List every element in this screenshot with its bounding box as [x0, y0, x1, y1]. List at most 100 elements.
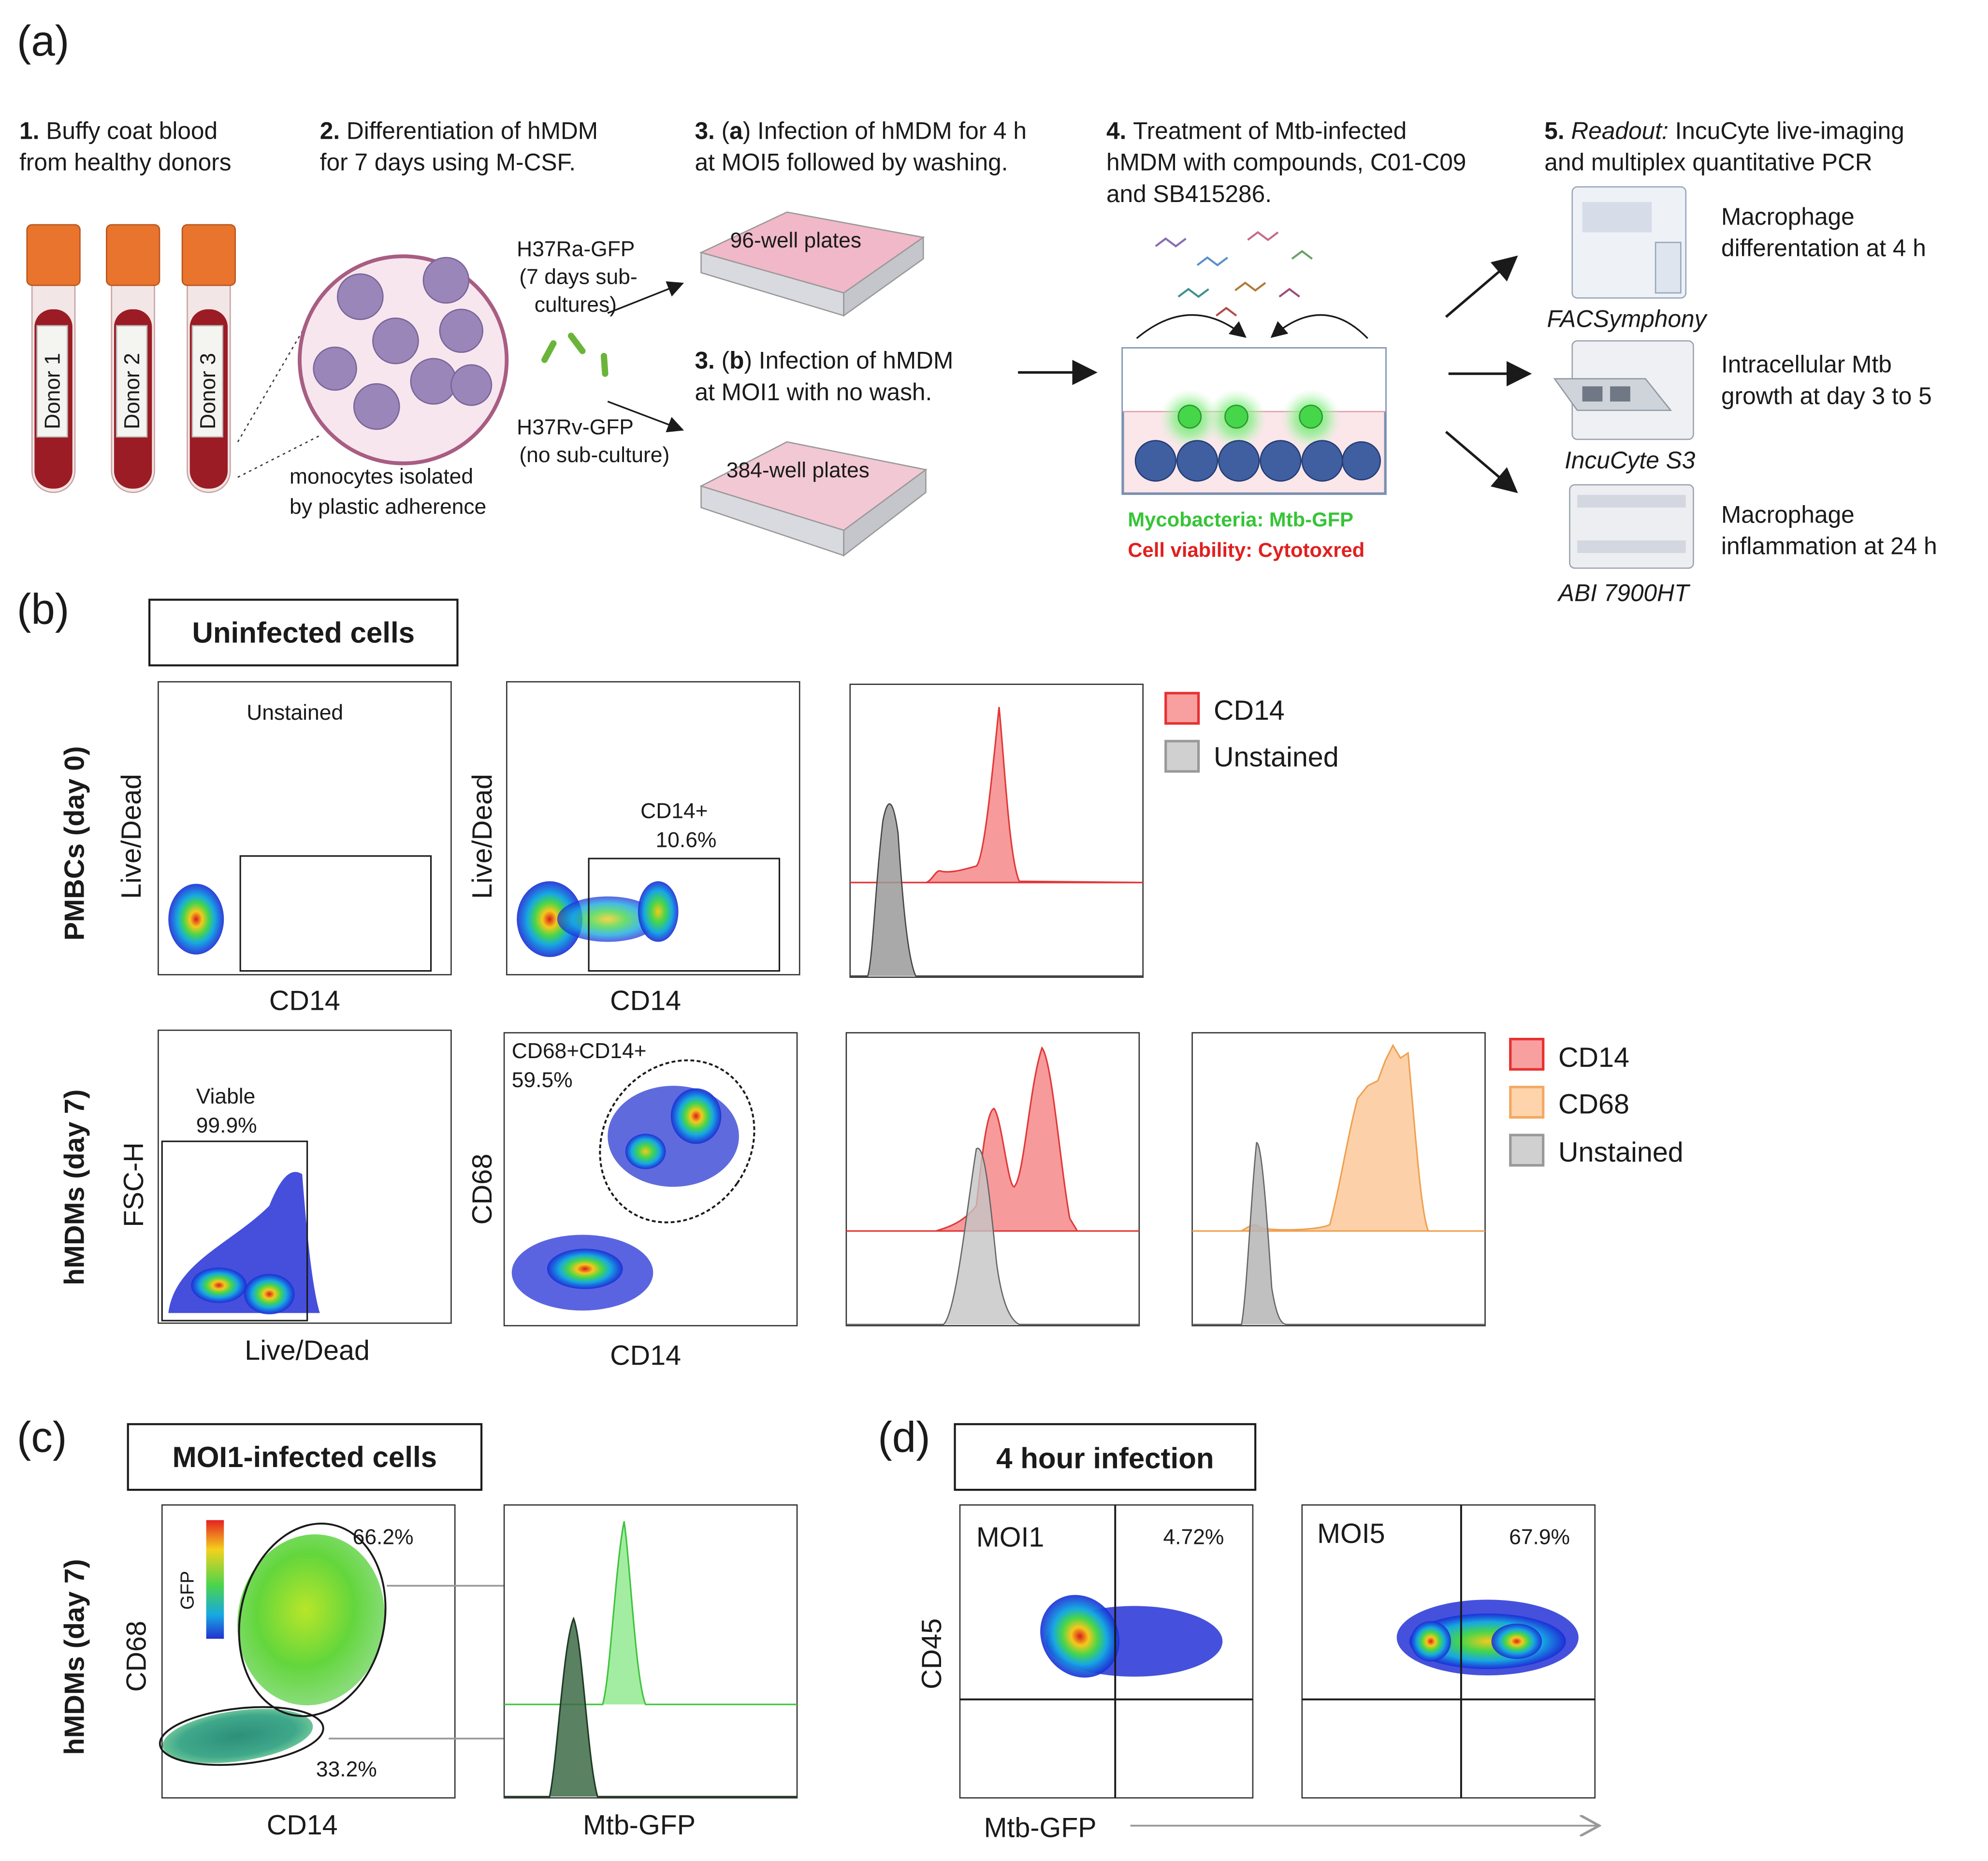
panel-b-label: (b)	[17, 585, 70, 633]
well-legend-green: Mycobacteria: Mtb-GFP	[1128, 508, 1353, 531]
zoom-line-lower	[237, 435, 320, 478]
bacteria-icon	[541, 333, 609, 377]
density-cloud	[1040, 1595, 1120, 1678]
plot-gfp-scatter: GFP 66.2% 33.2% CD68 CD14	[121, 1504, 456, 1841]
step4-line2: hMDM with compounds, C01-C09	[1106, 149, 1466, 176]
legend-cd68: CD68	[1558, 1089, 1629, 1120]
step3a-line1: 3. (a) Infection of hMDM for 4 h	[695, 117, 1027, 144]
gate-box	[239, 855, 432, 972]
legend-cd14: CD14	[1214, 695, 1285, 726]
instrument-1-line1: Macrophage	[1721, 203, 1855, 230]
step5-line2: and multiplex quantitative PCR	[1544, 149, 1872, 176]
quadrant-percent: 4.72%	[1163, 1525, 1224, 1549]
legend-unstained: Unstained	[1214, 741, 1339, 772]
instrument-2-line1: Intracellular Mtb	[1721, 351, 1892, 378]
step4-line3: and SB415286.	[1106, 180, 1272, 207]
legend-swatch-cd14	[1509, 1038, 1545, 1071]
donor-2-label: Donor 2	[120, 353, 144, 429]
gfp-dark-histogram	[504, 1616, 798, 1798]
tube-1: Donor 1	[26, 224, 81, 493]
plot-title: MOI1	[976, 1522, 1044, 1553]
strain-ra-line2: (7 days sub-	[519, 265, 637, 289]
density-peak-left	[1410, 1621, 1451, 1662]
density-cloud-mid	[557, 896, 658, 942]
legend-swatch-unstained	[1509, 1134, 1545, 1167]
strain-ra-line3: cultures)	[535, 293, 617, 317]
step2-caption2: by plastic adherence	[290, 495, 486, 519]
blood-tubes: Donor 1 Donor 2 Donor 3	[26, 224, 236, 493]
panel-d-label: (d)	[878, 1413, 930, 1461]
unstained-histogram	[846, 1148, 1139, 1325]
step2-line2: for 7 days using M-CSF.	[320, 149, 576, 176]
donor-1-label: Donor 1	[41, 353, 65, 429]
instrument-2-line2: growth at day 3 to 5	[1721, 382, 1932, 409]
density-cloud-high-left	[625, 1134, 666, 1169]
step4-line1: 4. Treatment of Mtb-infected	[1106, 117, 1407, 144]
gate-label: Viable	[196, 1085, 256, 1108]
legend-swatch-cd14	[1164, 692, 1200, 725]
instrument-1-line2: differentation at 4 h	[1721, 234, 1926, 262]
strain-ra-line1: H37Ra-GFP	[517, 237, 635, 261]
legend-row2: CD14 CD68 Unstained	[1509, 1038, 1683, 1168]
instrument-3-line2: inflammation at 24 h	[1721, 533, 1937, 560]
donor-3-label: Donor 3	[196, 353, 220, 429]
histogram-x-label: Mtb-GFP	[583, 1810, 696, 1841]
legend-cd14: CD14	[1558, 1042, 1629, 1073]
arrow-to-384	[607, 401, 684, 433]
row1-label: PMBCs (day 0)	[59, 746, 90, 941]
panel-c: (c) MOI1-infected cells hMDMs (day 7) GF…	[17, 1413, 798, 1841]
unstained-histogram	[850, 803, 1143, 977]
cd14-histogram	[850, 707, 1143, 884]
gate-upper-percent: 66.2%	[353, 1525, 414, 1549]
gfp-scale-label: GFP	[177, 1571, 198, 1610]
x-axis-label: Live/Dead	[245, 1335, 370, 1366]
gate-lower	[159, 1706, 324, 1766]
step3b-line1: 3. (b) Infection of hMDM	[695, 347, 953, 374]
gfp-high-cloud	[237, 1534, 385, 1706]
x-axis-label: Mtb-GFP	[984, 1812, 1097, 1843]
density-peak-right	[1491, 1623, 1542, 1659]
x-axis-label: CD14	[610, 1340, 681, 1371]
step2-line1: 2. Differentiation of hMDM	[320, 117, 598, 144]
plot-viable: Viable 99.9% FSC-H Live/Dead	[118, 1030, 452, 1366]
legend-swatch-cd68	[1509, 1086, 1545, 1119]
arrow-to-facs	[1445, 255, 1518, 318]
plate-96-label: 96-well plates	[730, 229, 861, 252]
arrow-to-abi	[1445, 431, 1518, 494]
tube-3: Donor 3	[181, 224, 236, 493]
legend-swatch-unstained	[1164, 740, 1200, 773]
plot-frame	[503, 1504, 798, 1799]
step3b-line2: at MOI1 with no wash.	[695, 378, 932, 406]
gate-ellipse	[599, 1059, 755, 1223]
tube-2: Donor 2	[106, 224, 160, 493]
density-cloud-high-right	[670, 1088, 722, 1144]
panel-c-label: (c)	[17, 1413, 67, 1461]
y-axis-label: CD68	[467, 1154, 498, 1225]
gate-box	[588, 858, 781, 972]
x-axis-label: CD14	[269, 986, 340, 1017]
plate-384	[699, 441, 928, 557]
y-axis-label: FSC-H	[118, 1142, 149, 1227]
step3a-line2: at MOI5 followed by washing.	[695, 149, 1008, 176]
density-cloud-left	[517, 881, 583, 957]
y-axis-label: CD68	[121, 1621, 152, 1692]
histogram-cd14-hmdm	[845, 1032, 1140, 1326]
gate-label: Unstained	[247, 701, 343, 725]
legend-unstained: Unstained	[1558, 1137, 1683, 1168]
gfp-color-scale	[206, 1520, 224, 1639]
facsymphony-icon	[1571, 186, 1687, 299]
panel-b-header: Uninfected cells	[192, 616, 415, 649]
gate-percent: 10.6%	[656, 829, 717, 852]
panel-a: (a) 1. Buffy coat blood from healthy don…	[17, 17, 1937, 606]
panel-b: (b) Uninfected cells PMBCs (day 0) hMDMs…	[17, 585, 1683, 1371]
panel-d-header: 4 hour infection	[996, 1442, 1214, 1475]
plate-384-label: 384-well plates	[726, 458, 870, 482]
step1-line2: from healthy donors	[19, 149, 231, 176]
abi-icon	[1569, 484, 1694, 569]
density-cloud	[168, 884, 224, 955]
monocyte-dish	[298, 254, 509, 465]
strain-rv-line2: (no sub-culture)	[519, 443, 669, 467]
plot-title: MOI5	[1317, 1518, 1385, 1549]
panel-d: (d) 4 hour infection MOI1 4.72% MOI5 67.…	[878, 1413, 1597, 1843]
plate-96	[699, 211, 925, 317]
